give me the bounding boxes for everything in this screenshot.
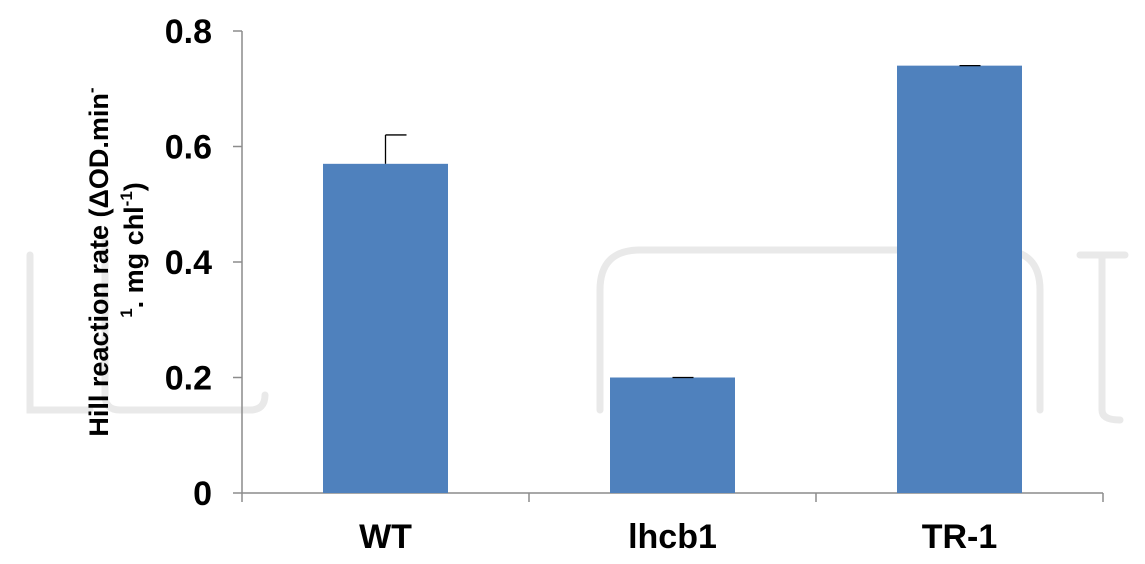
watermark-stroke: [1076, 251, 1129, 424]
x-tick-labels: WT lhcb1 TR-1: [359, 518, 997, 556]
y-tick-label: 0.4: [165, 244, 212, 282]
y-axis-title-line2-text: . mg chl: [119, 206, 149, 308]
y-axis-title-line2: 1. mg chl-1): [117, 182, 149, 318]
y-tick-label: 0.8: [165, 13, 212, 51]
bar-lhcb1: [610, 377, 735, 493]
y-tick-label: 0.2: [165, 360, 212, 398]
bars: [323, 65, 1022, 494]
y-axis-title-line1-sup: -: [82, 87, 101, 93]
watermark-stroke: [101, 236, 269, 414]
y-tick-label: 0: [193, 475, 212, 513]
y-axis-title: Hill reaction rate (ΔOD.min- 1. mg chl-1…: [82, 87, 149, 436]
y-axis-title-line2-end: ): [119, 182, 149, 191]
y-ticks: 0 0.2 0.4 0.6 0.8: [165, 13, 242, 513]
bar-tr-1: [897, 65, 1022, 494]
y-axis-title-line1-text: Hill reaction rate (ΔOD.min: [84, 93, 114, 436]
watermark-stroke: [596, 246, 984, 414]
x-tick-label: lhcb1: [628, 518, 717, 556]
bar-wt: [323, 163, 448, 493]
x-tick-label: TR-1: [922, 518, 998, 556]
error-bars: [384, 65, 981, 379]
y-axis-title-line1: Hill reaction rate (ΔOD.min-: [82, 87, 114, 436]
watermark-stroke: [26, 251, 94, 414]
x-tick-label: WT: [359, 518, 412, 556]
y-tick-label: 0.6: [165, 129, 212, 167]
y-axis-title-line2-sup: 1: [117, 308, 136, 317]
y-axis-title-line2-sup2: -1: [117, 191, 136, 206]
